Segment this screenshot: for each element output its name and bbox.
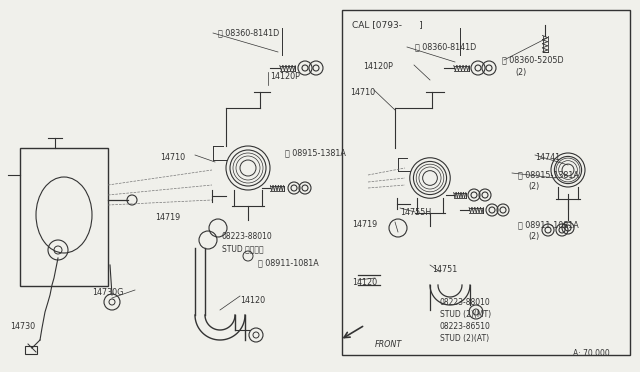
Text: STUD (2)(MT): STUD (2)(MT): [440, 310, 491, 319]
Text: 14710: 14710: [160, 153, 185, 162]
Text: Ⓣ 08915-1381A: Ⓣ 08915-1381A: [518, 170, 579, 179]
Text: (2): (2): [528, 232, 540, 241]
Text: 14730G: 14730G: [92, 288, 124, 297]
Text: (2): (2): [528, 182, 540, 191]
Text: 08223-88010: 08223-88010: [222, 232, 273, 241]
Text: Ⓢ 08360-8141D: Ⓢ 08360-8141D: [218, 28, 279, 37]
Text: ⓝ 08911-1081A: ⓝ 08911-1081A: [518, 220, 579, 229]
Text: Ⓢ 08360-8141D: Ⓢ 08360-8141D: [415, 42, 476, 51]
Text: 14751: 14751: [432, 265, 457, 274]
Bar: [20, 148, 108, 286]
Text: 14755H: 14755H: [400, 208, 431, 217]
Text: FRONT: FRONT: [375, 340, 403, 349]
Text: 14719: 14719: [352, 220, 377, 229]
Text: 14741: 14741: [535, 153, 560, 162]
Text: 14710: 14710: [350, 88, 375, 97]
Text: (2): (2): [515, 68, 526, 77]
Bar: [25, 346, 37, 354]
Text: 08223-86510: 08223-86510: [440, 322, 491, 331]
Text: 14120: 14120: [240, 296, 265, 305]
Text: ⓥ 08915-1381A: ⓥ 08915-1381A: [285, 148, 346, 157]
Text: STUD スタッド: STUD スタッド: [222, 244, 264, 253]
Text: 14120P: 14120P: [363, 62, 393, 71]
Text: ⓝ 08911-1081A: ⓝ 08911-1081A: [258, 258, 319, 267]
Text: STUD (2)(AT): STUD (2)(AT): [440, 334, 489, 343]
Text: A· 70.000: A· 70.000: [573, 349, 610, 358]
Text: 14120P: 14120P: [270, 72, 300, 81]
Text: 14719: 14719: [155, 213, 180, 222]
Text: 14120: 14120: [352, 278, 377, 287]
Text: 08223-88010: 08223-88010: [440, 298, 491, 307]
Bar: [342, 10, 630, 355]
Text: 14730: 14730: [10, 322, 35, 331]
Text: CAL [0793-      ]: CAL [0793- ]: [352, 20, 423, 29]
Text: Ⓢ 08360-5205D: Ⓢ 08360-5205D: [502, 55, 564, 64]
